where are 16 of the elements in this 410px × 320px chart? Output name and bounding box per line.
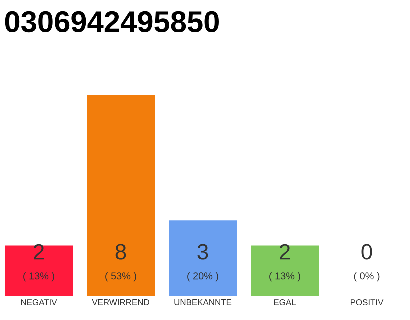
data-label: 2 xyxy=(280,244,290,260)
annotation: ( 13% ) xyxy=(270,272,300,282)
data-label: 8 xyxy=(116,244,126,260)
data-label: 3 xyxy=(198,244,208,260)
x-tick-label: UNBEKANNTE xyxy=(174,300,232,306)
annotation: ( 53% ) xyxy=(106,272,136,282)
x-tick-label: VERWIRREND xyxy=(92,300,150,306)
annotation: ( 20% ) xyxy=(188,272,218,282)
x-tick-label: NEGATIV xyxy=(21,300,58,306)
x-tick-label: EGAL xyxy=(274,300,296,306)
x-tick-label: POSITIV xyxy=(350,300,384,306)
annotation: ( 0% ) xyxy=(354,272,380,282)
annotation: ( 13% ) xyxy=(24,272,54,282)
data-label: 2 xyxy=(34,244,44,260)
chart-title: 0306942495850 xyxy=(5,11,219,33)
data-label: 0 xyxy=(362,244,372,260)
